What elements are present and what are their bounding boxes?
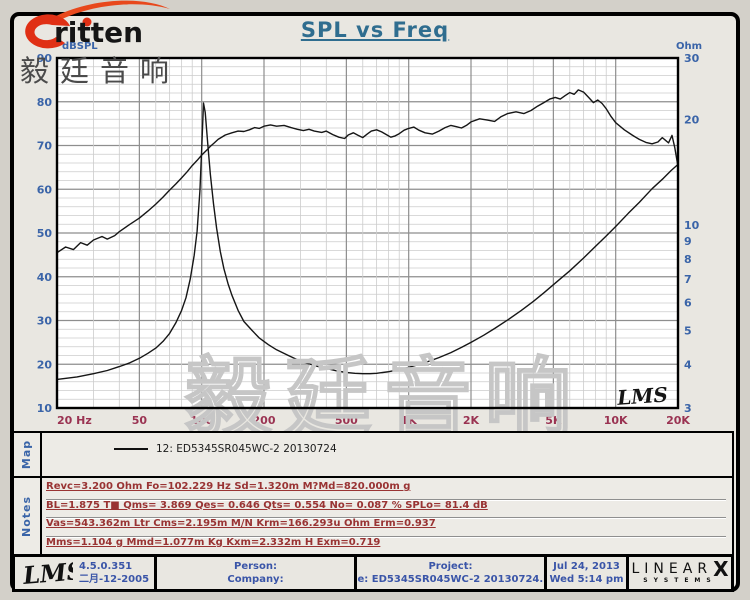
right-axis-tick-label: 7 (684, 273, 692, 286)
x-axis-tick-label: 1K (401, 414, 418, 427)
left-axis-tick-label: 70 (37, 140, 53, 153)
left-axis-tick-label: 10 (37, 402, 53, 415)
x-axis-tick-label: 50 (132, 414, 148, 427)
right-axis-tick-label: 8 (684, 253, 692, 266)
lms-script-logo-icon: LMS (21, 558, 73, 588)
footer: LMS 4.5.0.351 二月-12-2005 Person: Company… (12, 554, 734, 592)
plot-border (55, 56, 680, 410)
x-axis-tick-label: 200 (253, 414, 276, 427)
right-axis-tick-label: 20 (684, 114, 700, 127)
left-axis-tick-label: 60 (37, 183, 53, 196)
notes-section: Notes Revc=3.200 Ohm Fo=102.229 Hz Sd=1.… (12, 476, 734, 557)
person-label: Person: (234, 561, 277, 572)
note-line: Mms=1.104 g Mmd=1.077m Kg Kxm=2.332m H E… (46, 537, 726, 555)
right-axis-tick-label: 6 (684, 297, 692, 310)
linearx-x: X (713, 557, 729, 581)
map-legend: 12: ED5345SR045WC-2 20130724 (42, 433, 337, 476)
note-line: Revc=3.200 Ohm Fo=102.229 Hz Sd=1.320m M… (46, 481, 726, 500)
x-axis-tick-label: 10K (604, 414, 628, 427)
map-label-cell: Map (14, 433, 42, 476)
right-axis-tick-label: 5 (684, 324, 692, 337)
page-title: SPL vs Freq (300, 18, 450, 42)
brand-logo (25, 0, 170, 49)
footer-project-box: Project: File: ED5345SR045WC-2 20130724.… (357, 557, 544, 589)
map-section: Map 12: ED5345SR045WC-2 20130724 (12, 431, 734, 478)
notes-label: Notes (20, 495, 34, 538)
right-axis-tick-label: 30 (684, 52, 700, 65)
right-axis-tick-label: 3 (684, 402, 692, 415)
logo-e-icon (25, 14, 70, 49)
left-axis-unit-label: dBSPL (62, 41, 98, 52)
left-axis-tick-label: 90 (37, 52, 53, 65)
report-date: Jul 24, 2013 (553, 561, 620, 572)
x-axis-tick-label: 20 Hz (57, 414, 92, 427)
impedance-curve (56, 102, 679, 381)
legend-text: 12: ED5345SR045WC-2 20130724 (156, 443, 337, 455)
left-axis-tick-label: 40 (37, 271, 53, 284)
x-axis-tick-label: 500 (335, 414, 358, 427)
logo-i-dot-icon (82, 17, 92, 27)
logo-swoosh-icon (56, 0, 170, 20)
software-date: 二月-12-2005 (79, 574, 150, 585)
map-label: Map (20, 439, 34, 470)
footer-lms-box: LMS 4.5.0.351 二月-12-2005 (15, 557, 154, 589)
x-axis-tick-label: 100 (190, 414, 213, 427)
left-axis-tick-label: 20 (37, 358, 53, 371)
lms-stamp-text: LMS (615, 382, 668, 410)
software-version: 4.5.0.351 (79, 561, 133, 572)
footer-date-box: Jul 24, 2013 Wed 5:14 pm (547, 557, 626, 589)
left-axis-tick-label: 50 (37, 227, 53, 240)
spl-curve (56, 89, 679, 254)
left-axis-tick-label: 30 (37, 315, 53, 328)
footer-person-box: Person: Company: (157, 557, 354, 589)
notes-content: Revc=3.200 Ohm Fo=102.229 Hz Sd=1.320m M… (42, 478, 732, 555)
right-axis-unit-label: Ohm (676, 41, 703, 52)
linearx-systems-text: SYSTEMS (643, 577, 717, 584)
report-time: Wed 5:14 pm (549, 574, 624, 585)
linearx-wordmark: LINEAR X (631, 557, 729, 581)
linearx-text: LINEAR (631, 561, 713, 577)
company-label: Company: (227, 574, 284, 585)
file-label: File: ED5345SR045WC-2 20130724.lib (357, 574, 544, 585)
left-axis-tick-label: 80 (37, 96, 53, 109)
project-label: Project: (428, 561, 473, 572)
x-axis-tick-label: 5K (545, 414, 562, 427)
svg-text:LMS: LMS (21, 558, 73, 588)
note-line: Vas=543.362m Ltr Cms=2.195m M/N Krm=166.… (46, 518, 726, 537)
legend-line-sample (114, 448, 148, 450)
notes-label-cell: Notes (14, 478, 42, 555)
linearx-logo: LINEAR X SYSTEMS (629, 557, 731, 589)
note-line: BL=1.875 T■ Qms= 3.869 Qes= 0.646 Qts= 0… (46, 500, 726, 518)
right-axis-tick-label: 4 (684, 358, 692, 371)
watermark-chinese-top: 毅廷音响 (20, 54, 181, 88)
brand-text: ritten (54, 16, 144, 49)
right-axis-tick-label: 9 (684, 235, 692, 248)
x-axis-tick-label: 2K (463, 414, 480, 427)
right-axis-tick-label: 10 (684, 219, 700, 232)
x-axis-tick-label: 20K (666, 414, 690, 427)
